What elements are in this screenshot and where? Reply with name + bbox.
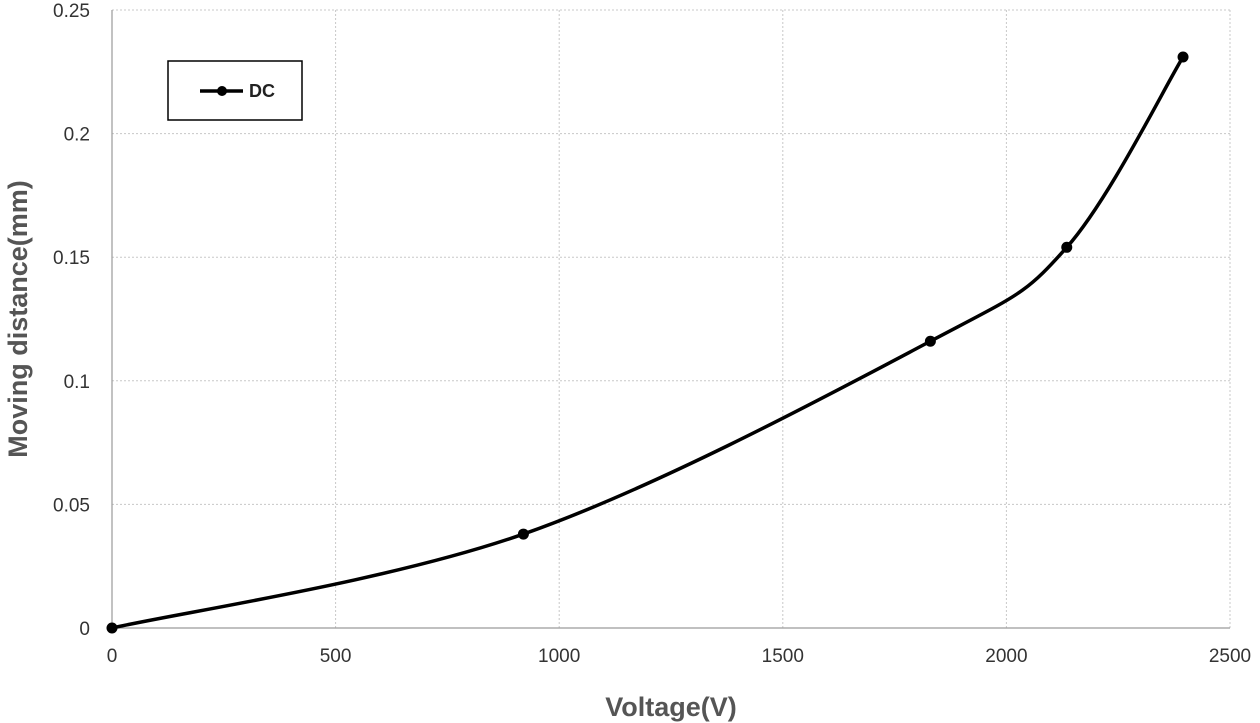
data-point [924, 335, 936, 347]
series-line-dc [111, 56, 1185, 630]
x-axis-title: Voltage(V) [605, 692, 737, 722]
x-tick-labels: 0 500 1000 1500 2000 2500 [107, 646, 1251, 667]
x-tick-label: 500 [320, 646, 352, 667]
x-tick-label: 0 [107, 646, 118, 667]
data-point [517, 528, 529, 540]
x-tick-label: 1500 [762, 646, 804, 667]
grid [112, 9, 1231, 628]
series-layer [106, 51, 1189, 634]
y-tick-label: 0.2 [64, 125, 90, 146]
data-point [1177, 51, 1189, 63]
axes [111, 10, 1230, 629]
x-tick-label: 2500 [1209, 646, 1251, 667]
data-point [106, 622, 118, 634]
y-tick-label: 0.05 [53, 495, 90, 516]
data-point [1061, 241, 1073, 253]
x-tick-label: 2000 [985, 646, 1027, 667]
legend-marker-dc [217, 86, 227, 96]
y-axis-title: Moving distance(mm) [3, 180, 33, 458]
x-tick-label: 1000 [538, 646, 580, 667]
y-tick-label: 0.15 [53, 248, 90, 269]
y-tick-label: 0.25 [53, 1, 90, 22]
y-tick-labels: 0 0.05 0.1 0.15 0.2 0.25 [53, 1, 90, 640]
y-tick-label: 0.1 [64, 372, 90, 393]
y-tick-label: 0 [79, 619, 90, 640]
legend-label-dc: DC [249, 81, 275, 101]
legend: DC [167, 60, 303, 121]
